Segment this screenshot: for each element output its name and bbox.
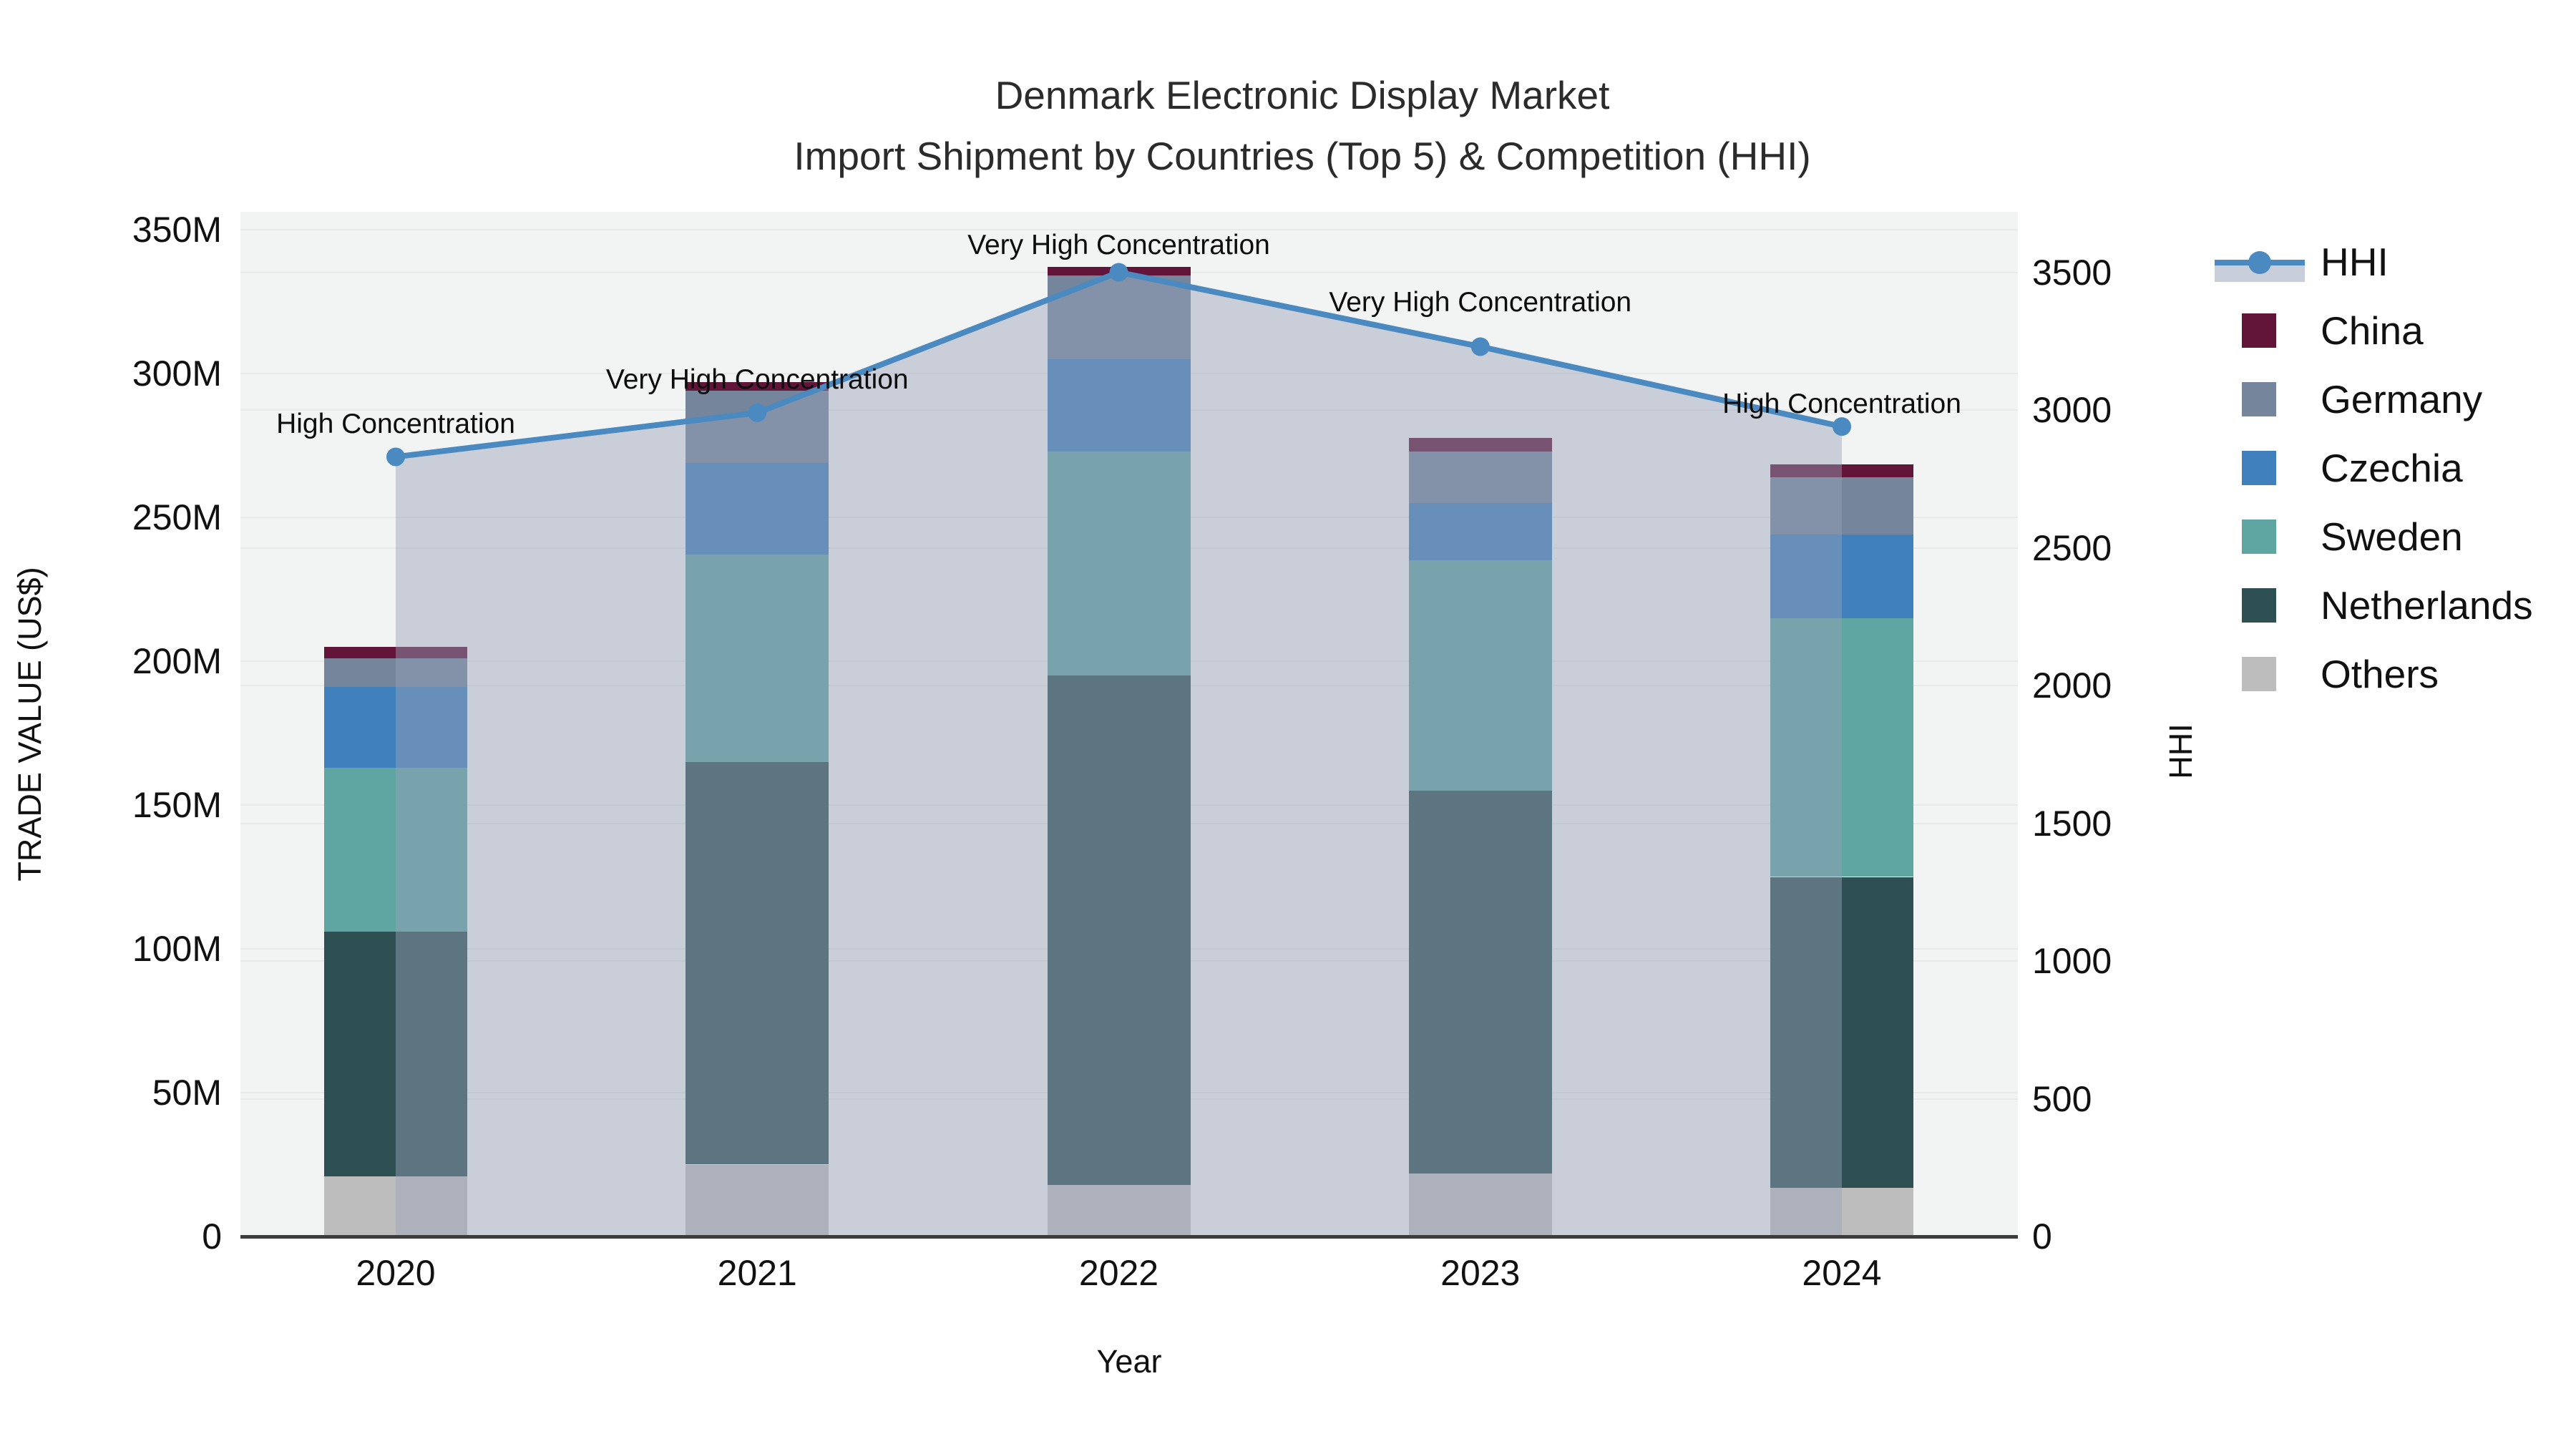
bar-segment-sweden-2021[interactable] xyxy=(686,555,829,762)
y-axis-tick-right: 3000 xyxy=(2032,390,2112,430)
hhi-marker-2023[interactable] xyxy=(1470,337,1490,356)
annotation-2022: Very High Concentration xyxy=(967,229,1270,260)
bar-segment-netherlands-2022[interactable] xyxy=(1047,675,1191,1185)
legend-swatch-czechia xyxy=(2242,451,2276,485)
bar-segment-czechia-2023[interactable] xyxy=(1408,502,1552,561)
y-axis-tick-right: 1000 xyxy=(2032,941,2112,981)
bar-segment-germany-2023[interactable] xyxy=(1408,451,1552,503)
legend-swatch-netherlands xyxy=(2242,588,2276,623)
y-axis-tick-left: 150M xyxy=(132,785,222,825)
y-axis-tick-left: 200M xyxy=(132,641,222,681)
annotation-2020: High Concentration xyxy=(276,409,515,440)
x-axis-title: Year xyxy=(1096,1343,1162,1380)
y-axis-tick-left: 50M xyxy=(152,1073,222,1113)
bar-segment-germany-2024[interactable] xyxy=(1770,477,1913,535)
y-axis-title-right: HHI xyxy=(2162,723,2199,779)
y-axis-tick-right: 500 xyxy=(2032,1078,2092,1119)
x-axis-tick-2021: 2021 xyxy=(717,1253,797,1293)
bar-segment-others-2024[interactable] xyxy=(1770,1187,1913,1236)
legend-swatch-sweden xyxy=(2242,519,2276,554)
x-axis-tick-2024: 2024 xyxy=(1802,1253,1882,1293)
bar-segment-others-2023[interactable] xyxy=(1408,1173,1552,1236)
y-axis-tick-right: 2500 xyxy=(2032,527,2112,568)
chart-title-line1: Denmark Electronic Display Market xyxy=(995,73,1610,117)
bar-segment-netherlands-2024[interactable] xyxy=(1770,877,1913,1188)
bar-segment-czechia-2024[interactable] xyxy=(1770,535,1913,618)
hhi-marker-2020[interactable] xyxy=(386,447,405,467)
hhi-legend-marker-icon xyxy=(2248,251,2271,274)
bar-segment-netherlands-2020[interactable] xyxy=(324,931,467,1176)
x-axis-tick-2023: 2023 xyxy=(1440,1253,1521,1293)
hhi-area-fill xyxy=(396,272,1842,1236)
y-axis-tick-right: 3500 xyxy=(2032,252,2112,293)
hhi-marker-2021[interactable] xyxy=(748,403,767,422)
bar-segment-sweden-2024[interactable] xyxy=(1770,618,1913,877)
x-axis-line xyxy=(240,1235,2018,1239)
bar-segment-china-2020[interactable] xyxy=(324,646,467,658)
bar-segment-germany-2021[interactable] xyxy=(686,391,829,463)
bar-segment-china-2023[interactable] xyxy=(1408,438,1552,452)
y-axis-tick-right: 1500 xyxy=(2032,803,2112,844)
bar-segment-others-2021[interactable] xyxy=(686,1164,829,1236)
y-axis-tick-right: 2000 xyxy=(2032,665,2112,706)
legend-swatch-germany xyxy=(2242,382,2276,416)
annotation-2021: Very High Concentration xyxy=(605,364,909,395)
legend-swatch-china xyxy=(2242,313,2276,348)
legend-label-czechia: Czechia xyxy=(2321,446,2463,490)
y-axis-tick-left: 250M xyxy=(132,497,222,537)
legend-label-germany: Germany xyxy=(2321,377,2483,421)
hhi-line-layer xyxy=(386,263,1851,1236)
bar-segment-netherlands-2023[interactable] xyxy=(1408,790,1552,1174)
bar-segment-others-2020[interactable] xyxy=(324,1176,467,1236)
bar-segment-others-2022[interactable] xyxy=(1047,1184,1191,1236)
bar-segment-netherlands-2021[interactable] xyxy=(686,761,829,1165)
y-axis-tick-left: 350M xyxy=(132,210,222,250)
y-axis-tick-left: 0 xyxy=(202,1216,222,1257)
legend-label-sweden: Sweden xyxy=(2321,514,2463,559)
legend-swatch-others xyxy=(2242,657,2276,691)
y-axis-tick-left: 300M xyxy=(132,353,222,394)
gridline-left xyxy=(240,229,2018,230)
bar-segment-china-2024[interactable] xyxy=(1770,464,1913,477)
bar-segment-china-2021[interactable] xyxy=(686,382,829,391)
bar-segment-sweden-2020[interactable] xyxy=(324,767,467,932)
bar-segment-germany-2020[interactable] xyxy=(324,658,467,688)
annotation-2023: Very High Concentration xyxy=(1329,287,1632,318)
chart-title-line2: Import Shipment by Countries (Top 5) & C… xyxy=(794,134,1811,178)
hhi-marker-2024[interactable] xyxy=(1833,417,1851,436)
legend-label-others: Others xyxy=(2321,652,2439,696)
x-axis-tick-2022: 2022 xyxy=(1078,1253,1159,1293)
y-axis-tick-left: 100M xyxy=(132,929,222,969)
legend-label-netherlands: Netherlands xyxy=(2321,583,2533,628)
bar-segment-sweden-2023[interactable] xyxy=(1408,560,1552,791)
bar-segment-czechia-2020[interactable] xyxy=(324,687,467,768)
x-axis-tick-2020: 2020 xyxy=(356,1253,436,1293)
annotation-2024: High Concentration xyxy=(1722,389,1961,420)
bar-segment-sweden-2022[interactable] xyxy=(1047,451,1191,676)
legend-label-hhi: HHI xyxy=(2321,240,2389,284)
hhi-marker-2022[interactable] xyxy=(1109,263,1128,282)
legend-label-china: China xyxy=(2321,308,2424,353)
bar-segment-czechia-2022[interactable] xyxy=(1047,358,1191,452)
y-axis-tick-right: 0 xyxy=(2032,1216,2052,1257)
y-axis-title-left: TRADE VALUE (US$) xyxy=(11,567,48,882)
bar-segment-czechia-2021[interactable] xyxy=(686,462,829,555)
